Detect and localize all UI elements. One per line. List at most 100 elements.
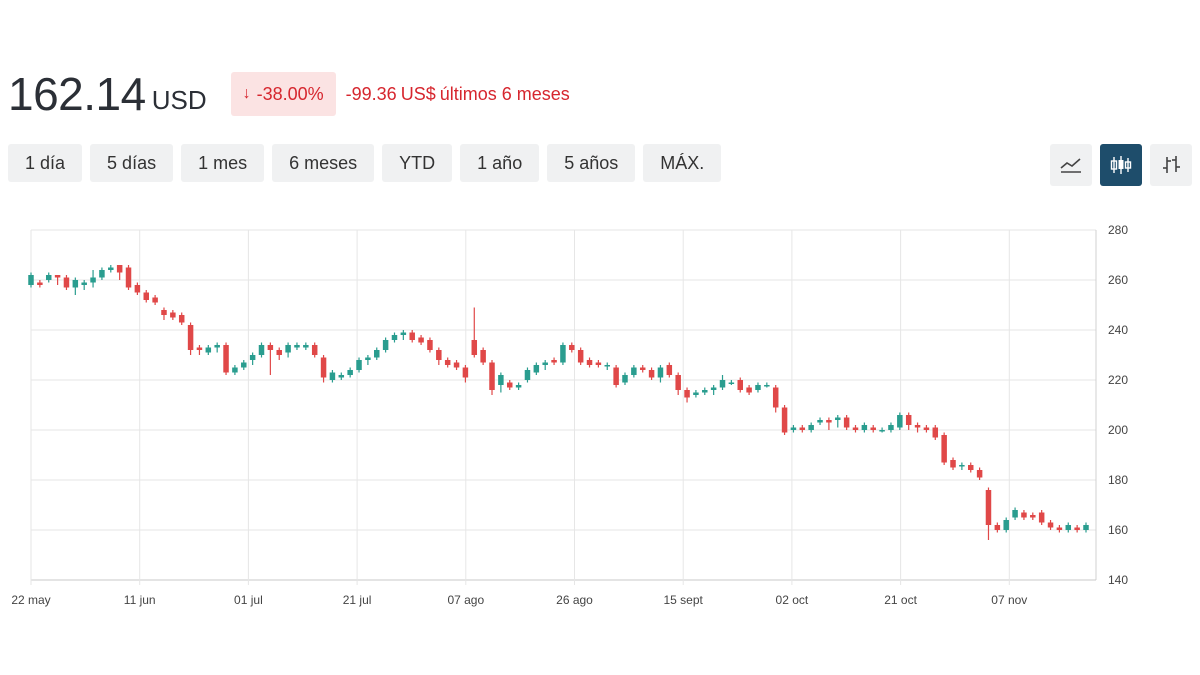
candle-body <box>613 367 619 385</box>
candle-down <box>950 457 956 470</box>
candle-body <box>533 365 540 373</box>
candle-down <box>418 335 424 345</box>
candle-body <box>99 270 105 278</box>
candle-body <box>37 282 43 285</box>
range-button-1y[interactable]: 1 año <box>460 144 540 182</box>
range-button-max[interactable]: MÁX. <box>643 144 722 182</box>
candle-body <box>914 425 921 428</box>
range-button-1d[interactable]: 1 día <box>8 144 83 182</box>
candle-body <box>187 325 194 350</box>
candle-body <box>799 427 806 430</box>
line-chart-button[interactable] <box>1050 144 1092 186</box>
candle-down <box>941 432 947 465</box>
range-button-6m[interactable]: 6 meses <box>272 144 375 182</box>
candle-body <box>728 382 735 384</box>
ohlc-chart-button[interactable] <box>1150 144 1192 186</box>
candle-down <box>1021 510 1027 520</box>
y-tick-label: 240 <box>1108 323 1128 337</box>
candle-body <box>790 427 797 430</box>
candle-up <box>28 272 34 288</box>
y-tick-label: 220 <box>1108 373 1128 387</box>
candle-down <box>737 377 743 393</box>
candle-body <box>595 362 602 365</box>
candle-body <box>764 385 770 387</box>
candlestick-chart[interactable]: 140 160 180 200 220 240 260 280 22 may 11 jun 01 … <box>0 215 1200 615</box>
candlestick-chart-button[interactable] <box>1100 144 1142 186</box>
candle-down <box>1030 512 1036 520</box>
chart-candles <box>28 265 1089 540</box>
candle-up <box>524 367 531 383</box>
candle-body <box>861 425 868 430</box>
change-percent-badge: ↓ -38.00% <box>230 72 336 116</box>
candle-body <box>400 332 407 335</box>
candle-up <box>719 375 726 390</box>
candle-body <box>604 365 611 367</box>
x-tick-label: 07 ago <box>447 593 484 607</box>
candle-up <box>249 352 256 365</box>
candle-up <box>631 365 637 378</box>
y-axis-ticks: 140 160 180 200 220 240 260 280 <box>1108 223 1128 587</box>
candle-body <box>772 387 779 408</box>
candle-down <box>870 425 876 433</box>
candle-down <box>54 275 61 285</box>
candle-body <box>657 367 664 378</box>
candle-down <box>905 412 912 430</box>
candle-down <box>320 355 327 383</box>
candle-down <box>489 360 495 395</box>
range-button-5y[interactable]: 5 años <box>547 144 636 182</box>
candle-body <box>1038 512 1045 523</box>
candle-body <box>125 267 132 288</box>
candle-down <box>976 467 983 480</box>
candle-up <box>533 362 540 375</box>
candle-down <box>648 367 655 380</box>
candle-up <box>382 337 389 353</box>
candle-body <box>967 465 974 470</box>
change-summary: -99.36 US$ últimos 6 meses <box>346 84 574 105</box>
candle-body <box>241 362 247 368</box>
candle-up <box>560 342 566 365</box>
line-chart-icon <box>1060 158 1081 173</box>
range-button-ytd[interactable]: YTD <box>382 144 453 182</box>
change-period: últimos 6 meses <box>439 83 570 104</box>
candle-body <box>719 380 726 388</box>
candle-down <box>826 417 832 430</box>
candle-down <box>914 422 921 433</box>
candle-body <box>178 315 185 323</box>
candle-down <box>994 522 1001 533</box>
candle-body <box>666 365 673 375</box>
candle-down <box>967 462 974 473</box>
candle-up <box>258 342 265 358</box>
candle-body <box>524 370 531 380</box>
candle-body <box>577 350 584 363</box>
candle-body <box>303 345 309 348</box>
candle-body <box>205 347 212 353</box>
candle-down <box>116 265 123 280</box>
candle-body <box>622 375 628 383</box>
candle-down <box>586 357 593 368</box>
candle-body <box>1047 522 1054 528</box>
candle-body <box>1003 520 1009 530</box>
candle-down <box>506 380 513 390</box>
candle-body <box>320 357 327 378</box>
candle-body <box>81 282 87 285</box>
change-value: -99.36 <box>345 83 397 104</box>
range-button-1m[interactable]: 1 mes <box>181 144 265 182</box>
candle-body <box>249 355 256 360</box>
candle-body <box>54 275 61 278</box>
candle-up <box>888 422 894 433</box>
candle-up <box>285 342 291 358</box>
candle-body <box>108 267 114 270</box>
candle-body <box>835 417 841 420</box>
candle-down <box>932 425 939 440</box>
candle-body <box>586 360 593 365</box>
candle-body <box>1012 510 1018 518</box>
candle-up <box>400 330 407 340</box>
price-currency: USD <box>151 84 207 115</box>
candle-body <box>365 357 371 360</box>
candle-up <box>790 425 797 433</box>
candle-body <box>506 382 513 388</box>
candle-down <box>125 265 132 290</box>
candle-up <box>498 372 504 393</box>
range-button-5d[interactable]: 5 días <box>90 144 174 182</box>
candle-up <box>1083 522 1089 533</box>
